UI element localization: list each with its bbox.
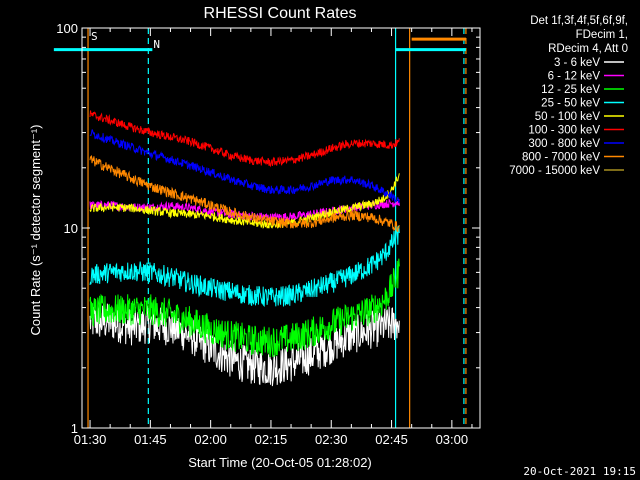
legend-header: FDecim 1, bbox=[576, 29, 628, 41]
legend-header: Det 1f,3f,4f,5f,6f,9f, bbox=[530, 15, 628, 27]
legend-entry: 7000 - 15000 keV bbox=[509, 165, 600, 177]
series-line bbox=[89, 225, 400, 307]
series-line bbox=[89, 129, 400, 204]
legend-header: RDecim 4, Att 0 bbox=[548, 43, 628, 55]
series-line bbox=[89, 258, 400, 358]
x-axis-label: Start Time (20-Oct-05 01:28:02) bbox=[188, 455, 372, 470]
y-tick-label: 10 bbox=[64, 221, 78, 236]
legend-entry: 6 - 12 keV bbox=[548, 71, 601, 83]
x-tick-label: 02:45 bbox=[375, 432, 408, 447]
legend-entry: 50 - 100 keV bbox=[535, 111, 601, 123]
x-tick-label: 02:15 bbox=[255, 432, 288, 447]
timestamp: 20-Oct-2021 19:15 bbox=[523, 465, 636, 478]
series-line bbox=[89, 110, 400, 168]
chart-title: RHESSI Count Rates bbox=[204, 5, 357, 22]
x-tick-label: 03:00 bbox=[436, 432, 469, 447]
legend-entry: 100 - 300 keV bbox=[528, 125, 600, 137]
x-tick-label: 01:30 bbox=[74, 432, 107, 447]
legend-entry: 300 - 800 keV bbox=[528, 138, 600, 150]
x-tick-label: 02:30 bbox=[315, 432, 348, 447]
legend-entry: 12 - 25 keV bbox=[541, 84, 600, 96]
series-line bbox=[89, 155, 400, 233]
plot-area: SN bbox=[53, 28, 467, 428]
legend-entry: 25 - 50 keV bbox=[541, 98, 600, 110]
legend-entry: 3 - 6 keV bbox=[554, 57, 600, 69]
night-label: N bbox=[153, 38, 160, 51]
legend: Det 1f,3f,4f,5f,6f,9f, FDecim 1, RDecim 4,… bbox=[509, 15, 628, 177]
legend-entry: 800 - 7000 keV bbox=[522, 152, 600, 164]
axes-group: 1 10 100 01:30 01:45 02:00 02:15 02:30 02:45 03:0… bbox=[56, 21, 481, 447]
attenuator-label: S bbox=[91, 30, 98, 43]
y-tick-label: 100 bbox=[56, 21, 78, 36]
series-line bbox=[89, 302, 400, 387]
x-tick-label: 01:45 bbox=[134, 432, 167, 447]
series-group bbox=[89, 110, 400, 387]
y-axis-label: Count Rate (s⁻¹ detector segment⁻¹) bbox=[28, 125, 43, 336]
x-tick-label: 02:00 bbox=[194, 432, 227, 447]
y-tick-label: 1 bbox=[71, 421, 78, 436]
